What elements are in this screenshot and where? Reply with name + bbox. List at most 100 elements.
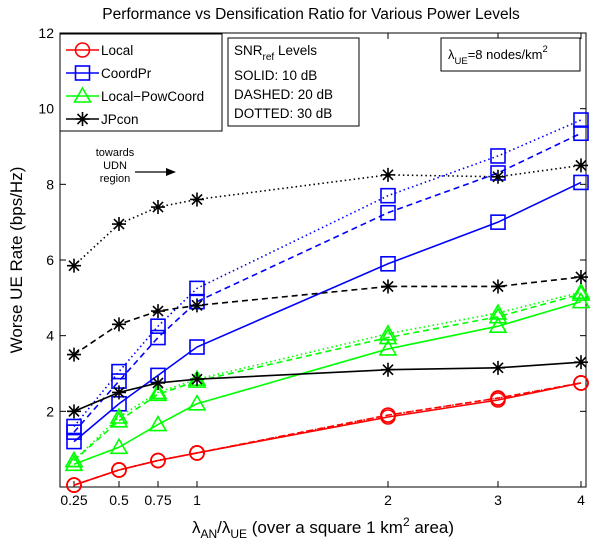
data-point <box>380 204 396 221</box>
series-coordpr-dotted <box>66 112 589 435</box>
density-box: λUE=8 nodes/km2 <box>440 37 581 72</box>
data-point <box>67 347 81 362</box>
chart-title: Performance vs Densification Ratio for V… <box>102 6 520 23</box>
data-point <box>573 174 589 191</box>
snr-box-title-rest: Levels <box>274 43 317 58</box>
series-line <box>73 119 582 427</box>
data-point <box>151 375 165 390</box>
legend-entry: JPcon <box>66 112 139 127</box>
legend-entry: CoordPr <box>66 65 152 81</box>
legend: Local CoordPr Local−PowCoord JPcon <box>59 33 223 132</box>
data-point <box>189 445 205 461</box>
data-point <box>151 304 165 319</box>
snr-box-line-3: DOTTED: 30 dB <box>234 106 332 121</box>
data-point <box>380 187 396 204</box>
data-point <box>187 394 207 411</box>
y-axis-label: Worse UE Rate (bps/Hz) <box>7 167 26 354</box>
snr-box-frame <box>227 37 360 127</box>
data-point <box>112 217 126 232</box>
series-line <box>73 181 582 443</box>
y-tick-label: 2 <box>46 403 54 419</box>
series-jpcon-dotted <box>67 158 588 273</box>
data-point <box>574 270 588 285</box>
data-point <box>573 375 589 391</box>
data-point <box>574 158 588 173</box>
x-tick-label: 0.5 <box>109 492 129 508</box>
legend-label: JPcon <box>101 112 139 127</box>
snr-box-title-base: SNR <box>234 43 263 58</box>
data-point <box>491 279 505 294</box>
series-layer <box>64 112 591 493</box>
legend-label: Local−PowCoord <box>101 89 204 104</box>
series-line <box>73 293 582 462</box>
data-point <box>74 65 91 81</box>
data-point <box>111 462 127 478</box>
y-axis: 2 4 6 8 10 12 <box>38 25 586 419</box>
snr-box-line-2: DASHED: 20 dB <box>234 87 333 102</box>
x-axis-label-sub-an: AN <box>200 527 217 541</box>
x-tick-label: 3 <box>494 492 502 508</box>
snr-box-title-sub: ref <box>263 52 275 63</box>
data-point <box>490 390 506 406</box>
data-point <box>64 450 84 468</box>
data-point <box>488 307 508 324</box>
data-point <box>148 414 168 432</box>
data-point <box>381 167 395 182</box>
data-point <box>190 298 204 313</box>
density-box-lambda: λ <box>448 47 455 62</box>
x-axis-label-end: area) <box>410 518 454 537</box>
x-axis-label-text: (over a square 1 km <box>247 518 403 537</box>
annotation: towards UDN region <box>96 147 176 185</box>
data-point <box>381 362 395 377</box>
data-point <box>150 318 166 335</box>
data-point <box>109 437 129 455</box>
data-point <box>381 279 395 294</box>
data-point <box>112 385 126 400</box>
data-point <box>573 112 589 128</box>
x-tick-label: 0.75 <box>144 492 171 508</box>
data-point <box>66 433 82 450</box>
annotation-arrow-head <box>166 168 176 176</box>
data-point <box>574 355 588 370</box>
data-point <box>488 303 508 320</box>
data-point <box>64 454 84 472</box>
data-point <box>148 384 168 402</box>
x-axis-label-sup: 2 <box>403 515 410 529</box>
snr-box-line-1: SOLID: 10 dB <box>234 68 317 83</box>
data-point <box>148 382 168 400</box>
density-box-sup: 2 <box>543 44 548 55</box>
data-point <box>189 280 205 297</box>
data-point <box>488 316 508 334</box>
data-point <box>378 327 398 345</box>
series-jpcon-solid <box>67 355 588 419</box>
x-tick-label: 1 <box>193 492 201 508</box>
data-point <box>380 407 396 423</box>
data-point <box>190 372 204 387</box>
x-axis-label-lambda-ue: /λ <box>217 518 231 537</box>
density-box-text: λUE=8 nodes/km2 <box>448 44 548 67</box>
x-axis-label-sub-ue: UE <box>230 527 247 541</box>
data-point <box>67 404 81 419</box>
y-tick-label: 12 <box>38 25 54 41</box>
data-point <box>151 200 165 215</box>
data-point <box>67 258 81 273</box>
data-point <box>378 339 398 356</box>
data-point <box>74 42 91 58</box>
annotation-line-3: region <box>100 173 131 185</box>
data-point <box>112 317 126 332</box>
data-point <box>491 360 505 375</box>
data-point <box>150 329 166 346</box>
annotation-line-2: UDN <box>103 160 127 172</box>
series-line <box>73 382 582 486</box>
density-box-sub: UE <box>455 56 468 67</box>
annotation-line-1: towards <box>96 147 135 159</box>
legend-label: CoordPr <box>101 66 152 81</box>
series-line <box>73 300 582 466</box>
data-point <box>73 86 92 103</box>
legend-label: Local <box>101 43 133 58</box>
data-point <box>66 477 82 493</box>
data-point <box>380 255 396 272</box>
x-tick-label: 2 <box>384 492 392 508</box>
snr-box-title: SNRref Levels <box>234 43 317 63</box>
